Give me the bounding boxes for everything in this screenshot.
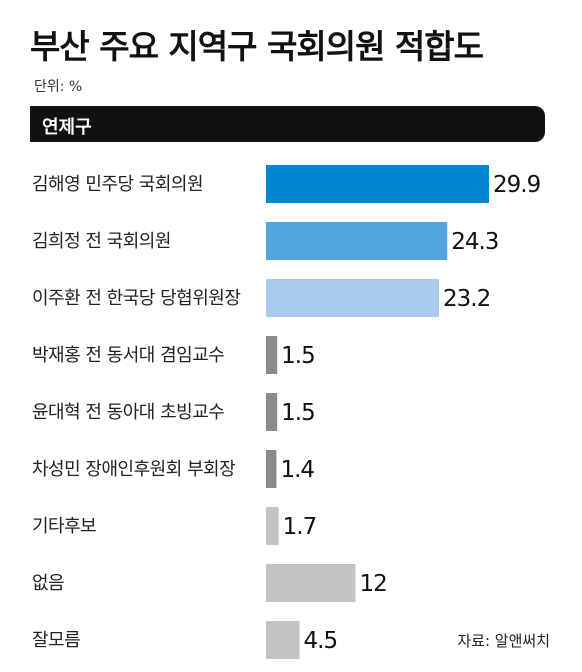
bar — [266, 507, 279, 545]
value-label: 24.3 — [451, 229, 498, 255]
bar — [266, 336, 278, 374]
category-label: 차성민 장애인후원회 부회장 — [32, 459, 235, 480]
value-label: 1.5 — [281, 343, 315, 369]
source-note: 자료: 알앤써치 — [457, 632, 550, 650]
category-label: 박재홍 전 동서대 겸임교수 — [32, 345, 224, 366]
value-label: 1.5 — [281, 400, 315, 426]
section-label: 연제구 — [42, 117, 92, 138]
value-label: 1.4 — [280, 457, 314, 483]
category-label: 기타후보 — [32, 516, 96, 537]
chart-title: 부산 주요 지역구 국회의원 적합도 — [30, 27, 484, 66]
bar — [266, 564, 356, 602]
value-label: 4.5 — [304, 628, 338, 654]
value-label: 23.2 — [443, 286, 490, 312]
section-header: 연제구 — [30, 106, 545, 142]
bar — [266, 222, 448, 260]
bar — [266, 621, 300, 659]
category-label: 김희정 전 국회의원 — [32, 231, 171, 252]
bar — [266, 279, 440, 317]
unit-label: 단위: % — [34, 79, 83, 95]
value-label: 1.7 — [283, 514, 317, 540]
bar — [266, 165, 489, 203]
bar — [266, 393, 278, 431]
category-label: 김해영 민주당 국회의원 — [32, 174, 203, 195]
category-label: 이주환 전 한국당 당협위원장 — [32, 288, 240, 309]
category-label: 윤대혁 전 동아대 초빙교수 — [32, 402, 224, 423]
bar — [266, 450, 277, 488]
value-label: 29.9 — [493, 172, 541, 198]
category-label: 없음 — [32, 573, 64, 594]
value-label: 12 — [359, 571, 386, 597]
category-label: 잘모름 — [32, 630, 80, 651]
